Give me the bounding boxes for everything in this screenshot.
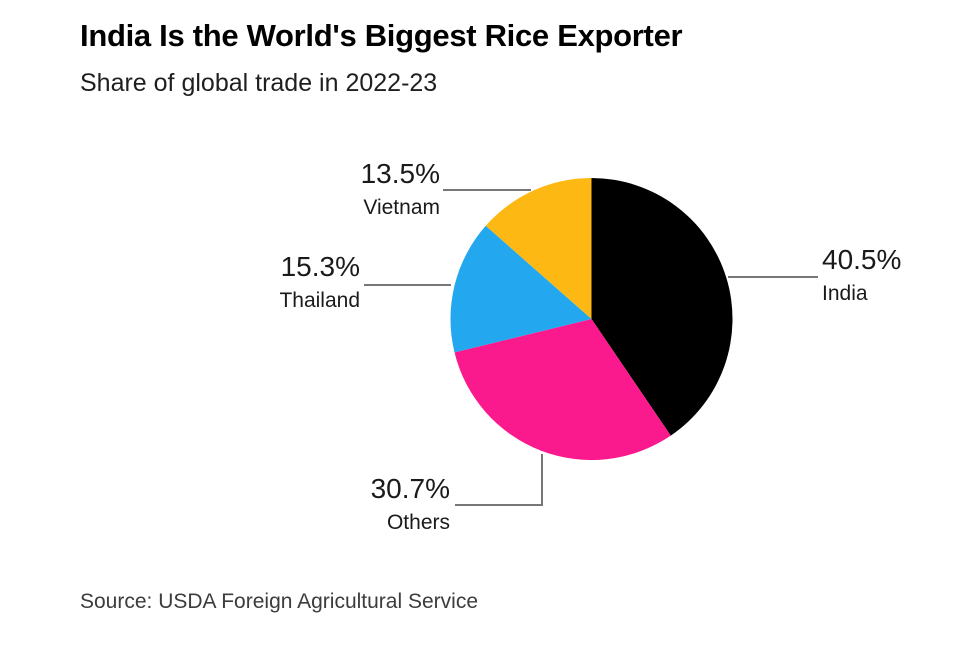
pie-slice-india	[591, 178, 733, 436]
slice-label-others: 30.7% Others	[371, 474, 450, 535]
chart-source: Source: USDA Foreign Agricultural Servic…	[80, 590, 479, 613]
slice-label-thailand: 15.3% Thailand	[279, 252, 360, 313]
slice-name: India	[822, 282, 868, 305]
slice-value: 30.7%	[370, 473, 450, 504]
leader-line-others	[455, 454, 543, 506]
pie-slice-vietnam	[485, 178, 592, 319]
slice-name: Vietnam	[363, 196, 440, 219]
chart-title: India Is the World's Biggest Rice Export…	[80, 18, 683, 53]
pie-slice-others	[454, 319, 671, 460]
slice-label-vietnam: 13.5% Vietnam	[361, 159, 440, 220]
slice-label-india: 40.5% India	[822, 245, 901, 306]
slice-value: 13.5%	[360, 158, 440, 189]
slice-name: Thailand	[279, 289, 360, 312]
chart-subtitle: Share of global trade in 2022-23	[80, 69, 438, 97]
slice-value: 15.3%	[280, 251, 360, 282]
pie-slice-thailand	[450, 225, 592, 353]
slice-value: 40.5%	[822, 244, 902, 275]
slice-name: Others	[386, 511, 450, 534]
